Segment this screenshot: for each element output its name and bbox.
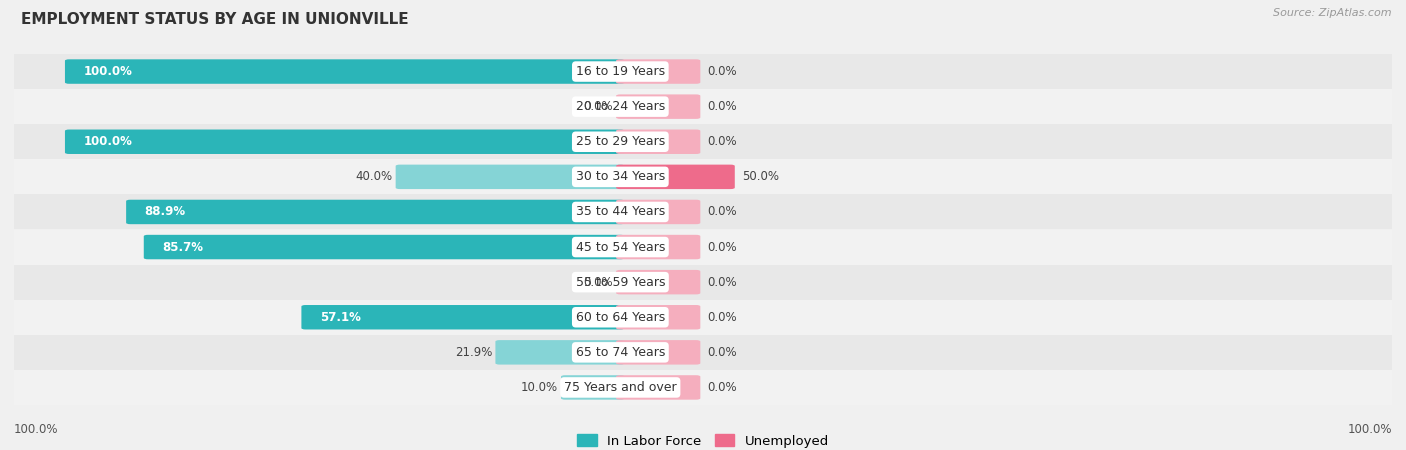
Text: 65 to 74 Years: 65 to 74 Years	[575, 346, 665, 359]
FancyBboxPatch shape	[616, 94, 700, 119]
Bar	[14, 265, 1392, 300]
FancyBboxPatch shape	[495, 340, 624, 364]
Bar	[14, 335, 1392, 370]
Text: 55 to 59 Years: 55 to 59 Years	[575, 276, 665, 288]
Text: 100.0%: 100.0%	[14, 423, 59, 436]
Text: 0.0%: 0.0%	[707, 276, 737, 288]
FancyBboxPatch shape	[301, 305, 624, 329]
Text: 25 to 29 Years: 25 to 29 Years	[575, 135, 665, 148]
Text: 10.0%: 10.0%	[522, 381, 558, 394]
Bar	[14, 230, 1392, 265]
FancyBboxPatch shape	[616, 59, 700, 84]
Text: 0.0%: 0.0%	[707, 311, 737, 324]
Text: EMPLOYMENT STATUS BY AGE IN UNIONVILLE: EMPLOYMENT STATUS BY AGE IN UNIONVILLE	[21, 12, 409, 27]
FancyBboxPatch shape	[616, 340, 700, 364]
Text: 0.0%: 0.0%	[583, 100, 613, 113]
FancyBboxPatch shape	[395, 165, 624, 189]
Bar	[14, 194, 1392, 230]
Text: 0.0%: 0.0%	[707, 135, 737, 148]
Text: 0.0%: 0.0%	[707, 100, 737, 113]
FancyBboxPatch shape	[65, 59, 624, 84]
Text: 16 to 19 Years: 16 to 19 Years	[576, 65, 665, 78]
Bar	[14, 124, 1392, 159]
Text: 75 Years and over: 75 Years and over	[564, 381, 676, 394]
Text: 0.0%: 0.0%	[707, 381, 737, 394]
Bar	[14, 370, 1392, 405]
Text: 0.0%: 0.0%	[707, 206, 737, 218]
Text: 100.0%: 100.0%	[83, 135, 132, 148]
Text: 45 to 54 Years: 45 to 54 Years	[575, 241, 665, 253]
Text: 0.0%: 0.0%	[583, 276, 613, 288]
FancyBboxPatch shape	[616, 270, 700, 294]
FancyBboxPatch shape	[616, 305, 700, 329]
FancyBboxPatch shape	[616, 165, 735, 189]
Text: 100.0%: 100.0%	[83, 65, 132, 78]
Text: 21.9%: 21.9%	[456, 346, 492, 359]
Text: 85.7%: 85.7%	[162, 241, 202, 253]
Text: 57.1%: 57.1%	[319, 311, 360, 324]
Text: 30 to 34 Years: 30 to 34 Years	[575, 171, 665, 183]
Text: 60 to 64 Years: 60 to 64 Years	[575, 311, 665, 324]
Text: 20 to 24 Years: 20 to 24 Years	[575, 100, 665, 113]
FancyBboxPatch shape	[616, 130, 700, 154]
FancyBboxPatch shape	[616, 235, 700, 259]
FancyBboxPatch shape	[616, 375, 700, 400]
Text: 35 to 44 Years: 35 to 44 Years	[575, 206, 665, 218]
Bar	[14, 300, 1392, 335]
Text: 0.0%: 0.0%	[707, 346, 737, 359]
Text: 100.0%: 100.0%	[1347, 423, 1392, 436]
FancyBboxPatch shape	[561, 375, 624, 400]
Bar	[14, 89, 1392, 124]
Bar	[14, 54, 1392, 89]
Text: 50.0%: 50.0%	[742, 171, 779, 183]
Bar	[14, 159, 1392, 194]
Text: 88.9%: 88.9%	[145, 206, 186, 218]
Legend: In Labor Force, Unemployed: In Labor Force, Unemployed	[576, 435, 830, 448]
Text: 40.0%: 40.0%	[356, 171, 392, 183]
Text: Source: ZipAtlas.com: Source: ZipAtlas.com	[1274, 8, 1392, 18]
FancyBboxPatch shape	[127, 200, 624, 224]
FancyBboxPatch shape	[616, 200, 700, 224]
FancyBboxPatch shape	[143, 235, 624, 259]
Text: 0.0%: 0.0%	[707, 241, 737, 253]
Text: 0.0%: 0.0%	[707, 65, 737, 78]
FancyBboxPatch shape	[65, 130, 624, 154]
